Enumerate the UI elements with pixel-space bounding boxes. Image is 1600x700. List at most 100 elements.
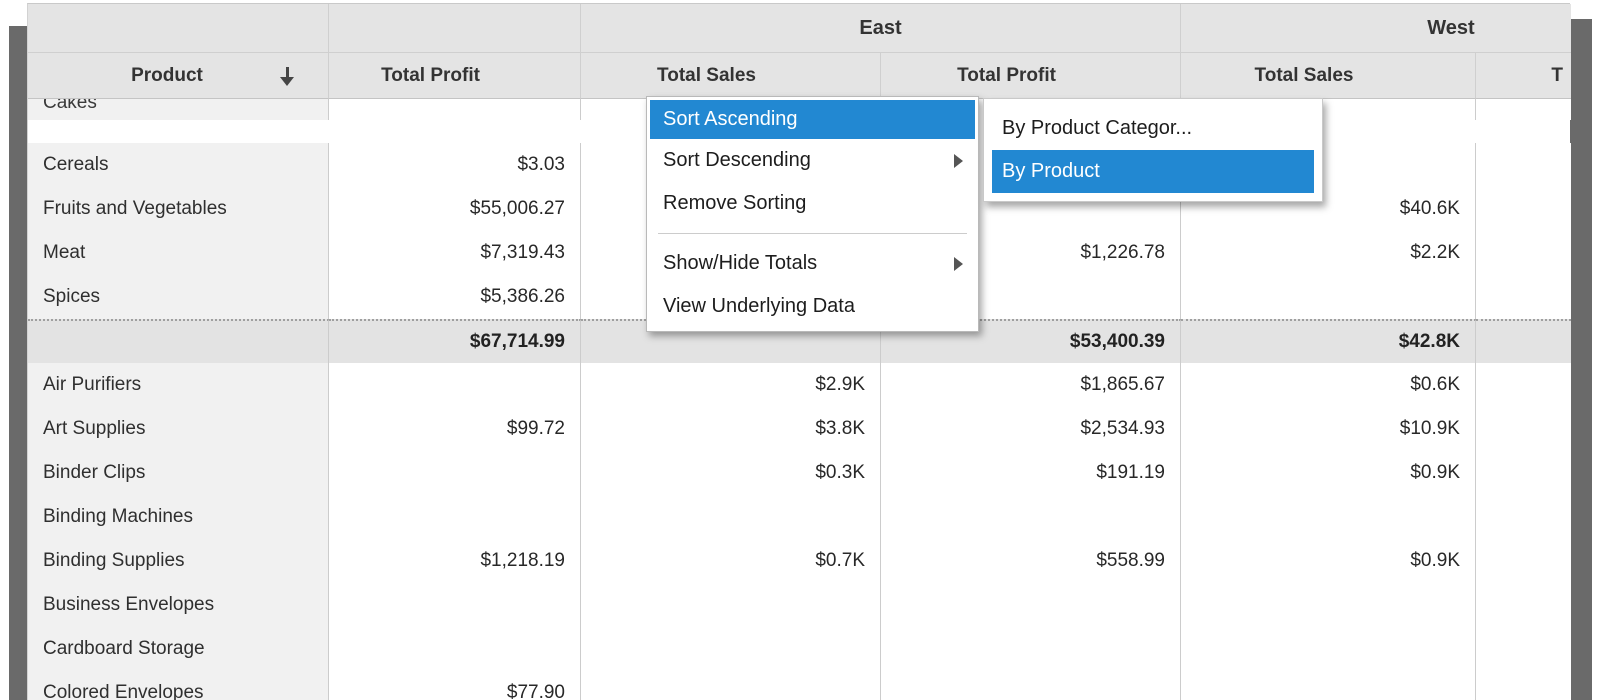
value-cell	[329, 363, 581, 407]
value-cell: $0.7K	[581, 539, 881, 583]
value-cell	[1476, 539, 1571, 583]
value-cell	[1476, 451, 1571, 495]
product-cell: Cardboard Storage	[28, 627, 329, 671]
value-cell: $191.19	[881, 451, 1181, 495]
product-cell: Binding Machines	[28, 495, 329, 539]
product-cell: Cereals	[28, 143, 329, 187]
value-cell: $2.2K	[1181, 231, 1476, 275]
value-cell	[1476, 143, 1571, 187]
table-body: Cakes Cereals $3.03 Fruits and Vegetable…	[28, 99, 1571, 700]
group-header-east[interactable]: East	[581, 4, 1181, 53]
value-cell: $2.9K	[581, 363, 881, 407]
value-cell	[329, 583, 581, 627]
menu-item-sort-ascending[interactable]: Sort Ascending	[650, 100, 975, 139]
menu-item-sort-descending[interactable]: Sort Descending	[650, 139, 975, 182]
value-cell: $1,865.67	[881, 363, 1181, 407]
menu-separator	[658, 233, 967, 234]
value-cell: $77.90	[329, 671, 581, 700]
value-cell: $2,534.93	[881, 407, 1181, 451]
value-cell: $5,386.26	[329, 275, 581, 319]
value-cell	[1476, 231, 1571, 275]
product-cell: Fruits and Vegetables	[28, 187, 329, 231]
value-cell: $10.9K	[1181, 407, 1476, 451]
submenu-arrow-icon	[954, 256, 963, 271]
product-cell: Cakes	[28, 99, 329, 120]
value-cell: $7,319.43	[329, 231, 581, 275]
value-cell	[1476, 275, 1571, 319]
value-cell	[1476, 187, 1571, 231]
value-cell	[581, 671, 881, 700]
value-cell	[581, 583, 881, 627]
value-cell	[1476, 407, 1571, 451]
total-value-cell: $42.8K	[1181, 319, 1476, 365]
submenu-item-by-product-category[interactable]: By Product Categor...	[1002, 117, 1193, 139]
total-value-cell: $67,714.99	[329, 319, 581, 365]
group-header-row: East West	[28, 4, 1571, 53]
value-cell	[329, 495, 581, 539]
submenu-item-by-product[interactable]: By Product	[992, 150, 1314, 193]
value-cell	[881, 627, 1181, 671]
product-cell: Air Purifiers	[28, 363, 329, 407]
value-cell	[329, 627, 581, 671]
value-cell: $40.6K	[1181, 187, 1476, 231]
value-cell	[581, 495, 881, 539]
product-cell: Colored Envelopes	[28, 671, 329, 700]
header-total-profit[interactable]: Total Profit	[329, 53, 581, 99]
value-cell	[1476, 99, 1571, 120]
header-west-total-sales[interactable]: Total Sales	[1181, 53, 1476, 99]
total-product-cell	[28, 319, 329, 365]
value-cell	[881, 495, 1181, 539]
value-cell	[1181, 671, 1476, 700]
value-cell	[1476, 363, 1571, 407]
group-header-west[interactable]: West	[1181, 4, 1571, 53]
value-cell	[1181, 495, 1476, 539]
value-cell: $3.8K	[581, 407, 881, 451]
value-cell: $55,006.27	[329, 187, 581, 231]
header-east-total-sales[interactable]: Total Sales	[581, 53, 881, 99]
value-cell	[1476, 495, 1571, 539]
header-product[interactable]: Product	[28, 53, 329, 99]
value-cell: $0.6K	[1181, 363, 1476, 407]
value-cell: $0.9K	[1181, 451, 1476, 495]
value-cell: $1,218.19	[329, 539, 581, 583]
value-cell	[1476, 627, 1571, 671]
menu-item-label: Show/Hide Totals	[663, 252, 818, 274]
product-cell: Meat	[28, 231, 329, 275]
sort-descending-icon[interactable]	[280, 65, 294, 87]
value-cell: $3.03	[329, 143, 581, 187]
value-cell: $558.99	[881, 539, 1181, 583]
context-menu: Sort Ascending Sort Descending Remove So…	[646, 96, 979, 332]
product-cell: Binding Supplies	[28, 539, 329, 583]
menu-item-view-underlying-data[interactable]: View Underlying Data	[663, 295, 855, 317]
value-cell	[881, 583, 1181, 627]
value-cell	[1181, 275, 1476, 319]
product-cell: Spices	[28, 275, 329, 319]
value-cell: $0.3K	[581, 451, 881, 495]
submenu-arrow-icon	[954, 153, 963, 168]
value-cell	[329, 451, 581, 495]
value-cell: $99.72	[329, 407, 581, 451]
total-value-cell	[1476, 319, 1571, 365]
value-cell	[581, 627, 881, 671]
window-frame-right	[1570, 19, 1592, 700]
header-product-label: Product	[131, 64, 203, 86]
value-cell: $0.9K	[1181, 539, 1476, 583]
sort-submenu: By Product Categor... By Product	[983, 98, 1323, 202]
product-cell: Business Envelopes	[28, 583, 329, 627]
value-cell	[1476, 583, 1571, 627]
group-header-empty-product	[28, 4, 329, 53]
column-header-row: Product Total Profit Total Sales Total P…	[28, 53, 1571, 99]
value-cell	[1181, 627, 1476, 671]
value-cell	[1476, 671, 1571, 700]
window-frame-left	[9, 26, 27, 700]
value-cell	[1181, 583, 1476, 627]
value-cell	[329, 99, 581, 120]
menu-item-label: Sort Descending	[663, 149, 811, 171]
menu-item-show-hide-totals[interactable]: Show/Hide Totals	[650, 242, 975, 285]
menu-item-remove-sorting[interactable]: Remove Sorting	[663, 192, 807, 214]
value-cell	[881, 671, 1181, 700]
header-east-total-profit[interactable]: Total Profit	[881, 53, 1181, 99]
product-cell: Binder Clips	[28, 451, 329, 495]
header-west-total-profit-partial[interactable]: T	[1476, 53, 1571, 99]
